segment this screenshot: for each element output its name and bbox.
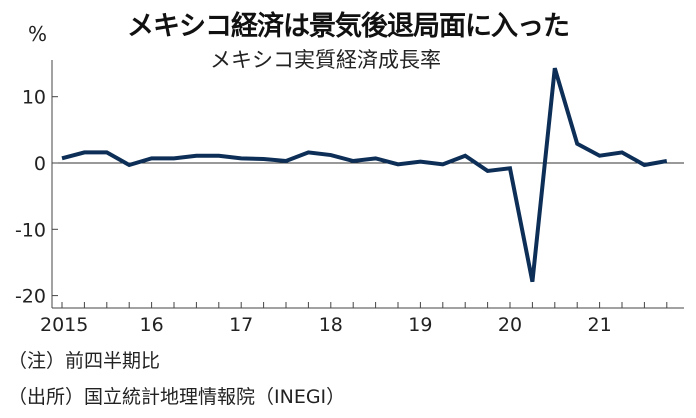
chart-title: メキシコ経済は景気後退局面に入った bbox=[127, 11, 570, 42]
y-tick-label: 10 bbox=[22, 87, 46, 109]
series-line bbox=[61, 67, 668, 283]
x-tick-label: 16 bbox=[140, 314, 164, 336]
footnote: （注）前四半期比 bbox=[8, 350, 161, 372]
source-note: （出所）国立統計地理情報院（INEGI） bbox=[8, 386, 346, 408]
y-tick-label: -10 bbox=[15, 219, 46, 241]
x-tick-label: 18 bbox=[319, 314, 343, 336]
y-tick-label: -20 bbox=[15, 286, 46, 308]
y-axis-unit: % bbox=[28, 22, 48, 46]
x-tick-label: 19 bbox=[408, 314, 432, 336]
x-tick-label: 2015 bbox=[40, 314, 88, 336]
x-tick-label: 21 bbox=[588, 314, 612, 336]
chart-subtitle: メキシコ実質経済成長率 bbox=[210, 48, 441, 72]
x-tick-label: 17 bbox=[229, 314, 253, 336]
y-tick-label: 0 bbox=[34, 153, 46, 175]
x-tick-label: 20 bbox=[498, 314, 522, 336]
